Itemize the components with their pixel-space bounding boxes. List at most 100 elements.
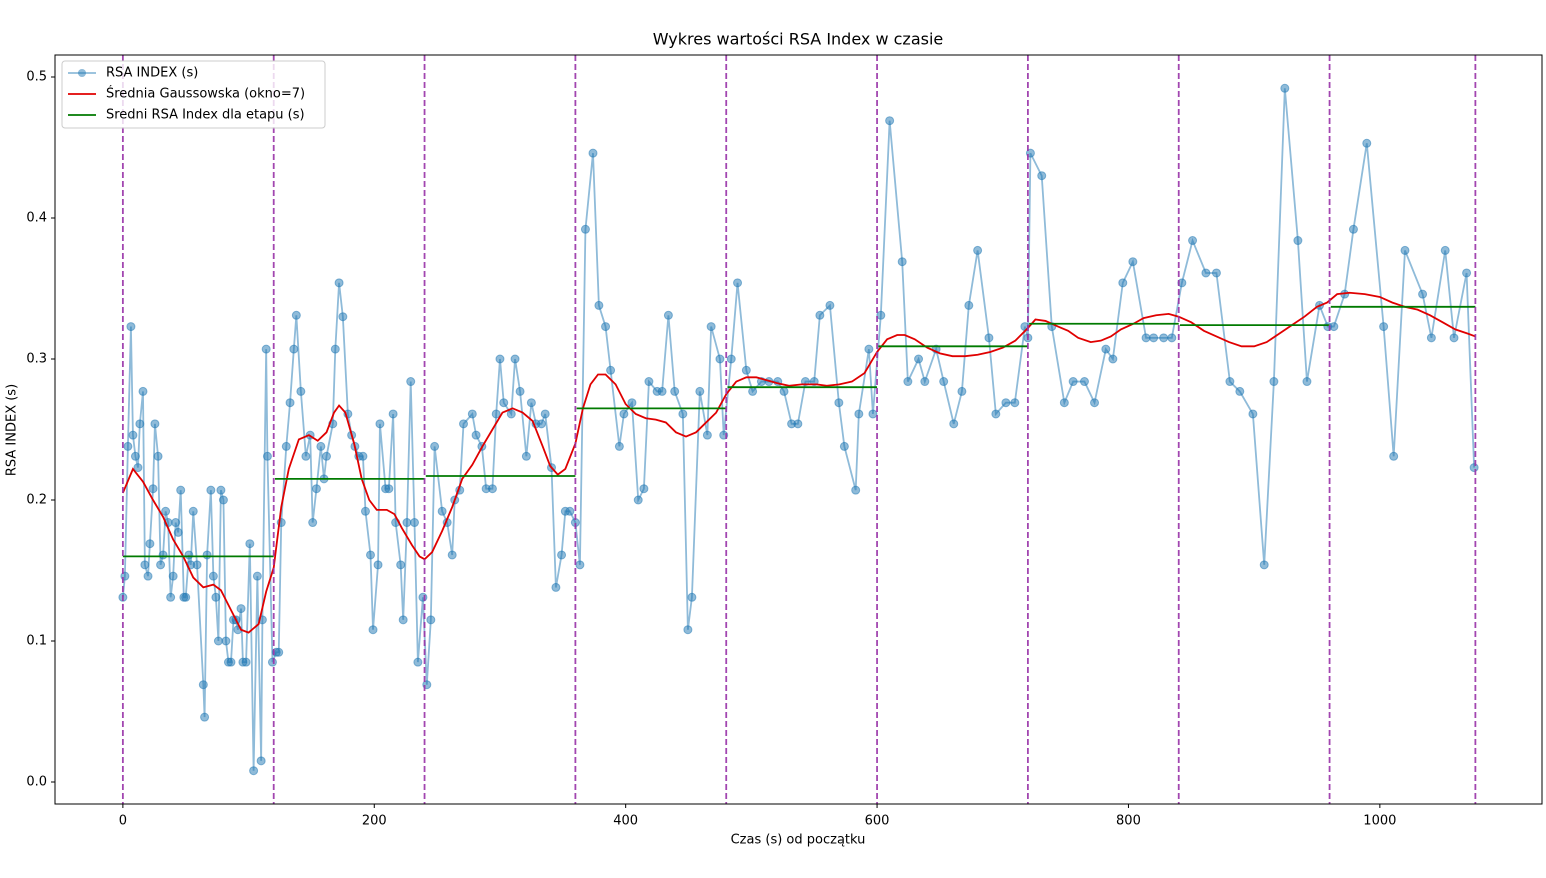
- data-point: [467, 409, 477, 419]
- data-point: [1259, 560, 1269, 570]
- data-point: [1149, 333, 1159, 343]
- y-tick-label: 0.5: [26, 69, 47, 84]
- data-point: [409, 518, 419, 528]
- data-point: [639, 484, 649, 494]
- data-point: [366, 550, 376, 560]
- data-point: [695, 386, 705, 396]
- data-point: [1269, 377, 1279, 387]
- data-point: [226, 657, 236, 667]
- data-point: [148, 484, 158, 494]
- data-point: [447, 550, 457, 560]
- series-line: [122, 291, 1476, 634]
- data-point: [495, 354, 505, 364]
- data-point: [851, 485, 861, 495]
- data-point: [140, 560, 150, 570]
- data-point: [406, 377, 416, 387]
- data-point: [920, 377, 930, 387]
- data-point: [188, 506, 198, 516]
- legend: RSA INDEX (s) Średnia Gaussowska (okno=7)…: [61, 60, 326, 129]
- data-point: [557, 550, 567, 560]
- data-point: [459, 419, 469, 429]
- data-point: [153, 451, 163, 461]
- data-point: [706, 322, 716, 332]
- data-point: [301, 451, 311, 461]
- data-point: [135, 419, 145, 429]
- data-point: [173, 527, 183, 537]
- data-point: [200, 712, 210, 722]
- data-point: [687, 592, 697, 602]
- data-point: [614, 441, 624, 451]
- data-point: [1440, 245, 1450, 255]
- data-point: [914, 354, 924, 364]
- data-point: [1188, 236, 1198, 246]
- data-point: [702, 430, 712, 440]
- data-point: [606, 365, 616, 375]
- data-point: [274, 647, 284, 657]
- data-point: [897, 257, 907, 267]
- y-axis-label: RSA INDEX (s): [5, 384, 20, 476]
- data-point: [316, 441, 326, 451]
- data-point: [726, 354, 736, 364]
- data-point: [1101, 344, 1111, 354]
- data-point: [368, 625, 378, 635]
- data-point: [192, 560, 202, 570]
- data-point: [161, 506, 171, 516]
- data-point: [499, 398, 509, 408]
- data-point: [939, 377, 949, 387]
- data-point: [123, 441, 133, 451]
- data-point: [1001, 398, 1011, 408]
- data-point: [1211, 268, 1221, 278]
- data-point: [202, 550, 212, 560]
- data-point: [973, 245, 983, 255]
- data-point: [213, 636, 223, 646]
- data-point: [218, 495, 228, 505]
- data-point: [413, 657, 423, 667]
- data-point: [396, 560, 406, 570]
- data-point: [594, 300, 604, 310]
- data-point: [267, 657, 277, 667]
- x-tick-label: 0: [119, 814, 127, 829]
- data-point: [834, 398, 844, 408]
- data-point: [1201, 268, 1211, 278]
- data-point: [991, 409, 1001, 419]
- x-tick-label: 200: [362, 814, 387, 829]
- data-point: [1141, 333, 1151, 343]
- data-point: [216, 485, 226, 495]
- data-point: [793, 419, 803, 429]
- data-point: [1090, 398, 1100, 408]
- data-point: [130, 451, 140, 461]
- x-tick-label: 400: [613, 814, 638, 829]
- data-point: [291, 310, 301, 320]
- data-point: [885, 116, 895, 126]
- data-point: [1462, 268, 1472, 278]
- legend-box: [61, 60, 326, 129]
- data-point: [1348, 224, 1358, 234]
- data-point: [1167, 333, 1177, 343]
- data-point: [1329, 322, 1339, 332]
- legend-marker: [78, 69, 86, 77]
- data-point: [854, 409, 864, 419]
- data-point: [506, 409, 516, 419]
- y-tick-label: 0.3: [26, 351, 47, 366]
- legend-label: RSA INDEX (s): [106, 66, 198, 81]
- data-point: [358, 451, 368, 461]
- data-point: [221, 636, 231, 646]
- data-point: [540, 409, 550, 419]
- data-point: [1449, 333, 1459, 343]
- data-point: [663, 310, 673, 320]
- data-point: [580, 224, 590, 234]
- data-point: [184, 550, 194, 560]
- data-point: [252, 571, 262, 581]
- data-point: [398, 615, 408, 625]
- data-point: [145, 539, 155, 549]
- data-point: [741, 365, 751, 375]
- data-point: [322, 451, 332, 461]
- data-point: [360, 506, 370, 516]
- data-point: [1108, 354, 1118, 364]
- data-point: [296, 386, 306, 396]
- data-point: [181, 592, 191, 602]
- data-point: [903, 377, 913, 387]
- data-point: [627, 398, 637, 408]
- data-point: [311, 484, 321, 494]
